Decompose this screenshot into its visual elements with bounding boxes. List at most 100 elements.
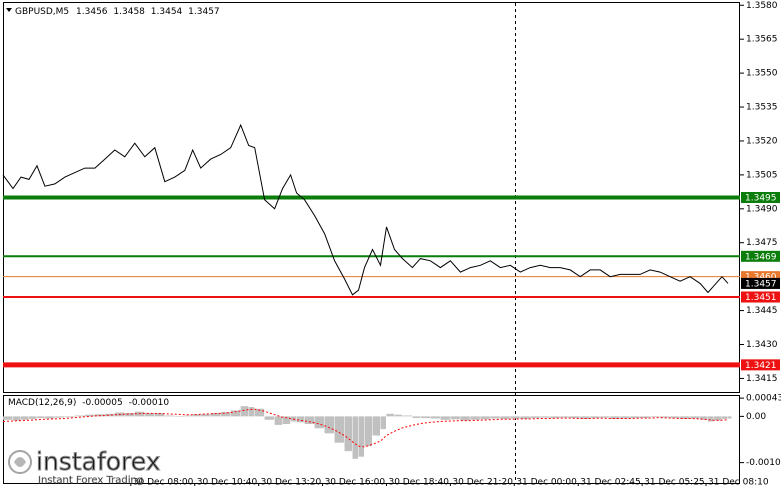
close: 1.3457 [188, 7, 220, 17]
macd-bar [520, 416, 530, 419]
macd-title: MACD(12,26,9) [8, 398, 76, 408]
macd-bar [334, 416, 345, 443]
macd-bar [3, 416, 13, 420]
macd-bar [220, 412, 231, 417]
x-tick-label: 31 Dec 05:25 [644, 478, 705, 488]
macd-bar [324, 416, 335, 434]
level-box [741, 271, 780, 283]
macd-bar [352, 416, 359, 459]
level-box [741, 291, 780, 303]
y-tick-label: 1.3475 [746, 238, 778, 248]
level-label: 1.3451 [745, 293, 777, 303]
macd-bar [570, 416, 580, 419]
level-label: 1.3421 [745, 361, 777, 371]
level-box [741, 250, 780, 262]
macd-bar [440, 416, 450, 420]
macd-bar [74, 415, 85, 417]
macd-bar [358, 416, 365, 457]
macd-bar [690, 416, 700, 419]
macd-bar [124, 412, 135, 417]
macd-bar [372, 416, 380, 436]
watermark-tagline: Instant Forex Trading [38, 475, 143, 486]
macd-bar [640, 416, 650, 419]
symbol: GBPUSD,M5 [15, 7, 69, 17]
x-tick-label: 31 Dec 08:10 [708, 478, 769, 488]
macd-panel [3, 395, 740, 484]
macd-bar [550, 416, 560, 419]
macd-bar [28, 416, 37, 419]
macd-bar [344, 416, 353, 452]
macd-bar [650, 416, 660, 418]
macd-bar [708, 416, 714, 422]
y-tick-label: 1.3445 [746, 306, 778, 316]
macd-bar [144, 412, 155, 417]
x-tick-label: 30 Dec 10:40 [197, 478, 258, 488]
macd-bar [728, 416, 732, 419]
macd-bar [500, 416, 510, 419]
price-line [2, 123, 729, 296]
y-tick-label: 1.3430 [746, 340, 778, 350]
x-tick-label: 30 Dec 21:20 [452, 478, 513, 488]
y-tick-label: 1.3490 [746, 204, 778, 214]
macd-bar [296, 416, 305, 423]
macd-bar [210, 412, 221, 417]
high: 1.3458 [113, 7, 145, 17]
macd-bar [174, 416, 185, 417]
macd-header: MACD(12,26,9) -0.00005 -0.00010 [8, 398, 169, 408]
y-tick-label: 1.3550 [746, 69, 778, 79]
macd-bar [412, 416, 420, 419]
macd-bar [620, 416, 630, 419]
x-tick-label: 30 Dec 08:00 [133, 478, 194, 488]
macd-bar [660, 416, 670, 418]
low: 1.3454 [151, 7, 183, 17]
level-label: 1.3495 [745, 194, 777, 204]
macd-bar [274, 416, 283, 425]
macd-bar [104, 413, 115, 417]
macd-bar [364, 416, 372, 447]
watermark-brand: instaforex [36, 447, 161, 476]
macd-bar [230, 410, 241, 417]
macd-bar [386, 413, 394, 417]
level-label: 1.3460 [745, 273, 777, 283]
level-label: 1.3469 [745, 252, 777, 262]
macd-bar [12, 416, 21, 421]
macd-bar [154, 412, 165, 417]
macd-bar [580, 416, 590, 419]
y-tick-label: 1.3520 [746, 136, 778, 146]
macd-bar [264, 416, 275, 420]
macd-bar [314, 416, 325, 429]
macd-bar [44, 416, 55, 419]
x-tick-label: 31 Dec 00:00 [516, 478, 577, 488]
open: 1.3456 [76, 7, 108, 17]
macd-bar [490, 416, 500, 419]
macd-bar [610, 416, 620, 419]
logo-glyph [14, 457, 26, 467]
level-box [741, 359, 780, 371]
macd-bar [540, 416, 550, 418]
macd-bar [254, 408, 265, 417]
macd-bar [450, 416, 460, 420]
y-tick-label: 0.00 [746, 412, 766, 422]
macd-bar [54, 416, 65, 418]
last-price-box [741, 277, 780, 289]
level-box [741, 192, 780, 203]
macd-value: -0.00005 [82, 398, 122, 408]
x-tick-label: 31 Dec 02:45 [580, 478, 641, 488]
y-tick-label: 1.3505 [746, 170, 778, 180]
y-tick-label: 1.3565 [746, 35, 778, 45]
macd-bar [192, 414, 201, 417]
watermark: instaforex Instant Forex Trading [8, 447, 161, 486]
macd-bar [64, 416, 75, 418]
macd-bar [530, 416, 540, 419]
macd-bar [420, 416, 430, 419]
y-tick-label: 1.3580 [746, 1, 778, 11]
last-price-label: 1.3457 [745, 279, 777, 289]
collapse-icon [6, 8, 12, 12]
y-tick-label: 0.00043 [746, 394, 781, 404]
macd-bar [184, 415, 193, 417]
y-tick-label: 1.3535 [746, 103, 778, 113]
y-tick-label: -0.00109 [746, 458, 781, 468]
macd-bar [36, 416, 45, 419]
macd-bar [560, 416, 570, 418]
macd-bar [84, 414, 95, 417]
